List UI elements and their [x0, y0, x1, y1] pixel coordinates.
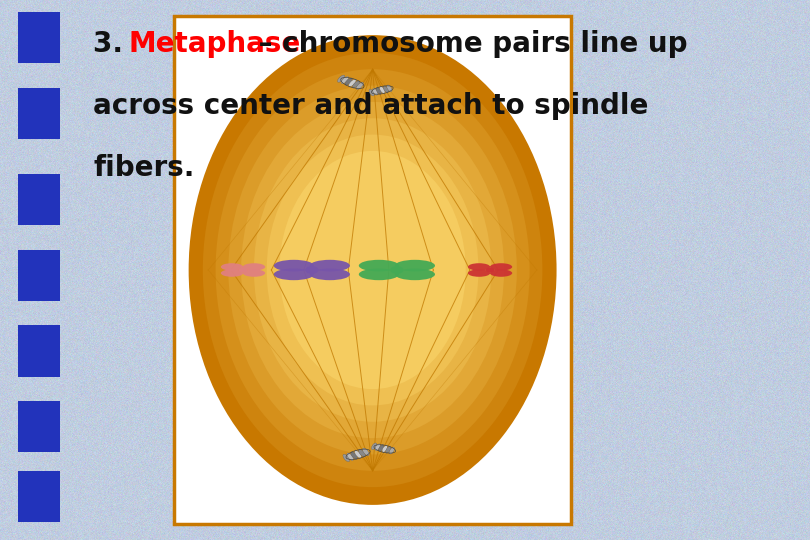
Ellipse shape [490, 263, 512, 271]
Bar [174, 16, 571, 524]
Ellipse shape [221, 269, 243, 277]
Ellipse shape [274, 260, 313, 272]
Ellipse shape [380, 87, 385, 93]
Ellipse shape [386, 447, 391, 453]
Ellipse shape [468, 269, 490, 277]
Ellipse shape [243, 269, 265, 277]
Ellipse shape [369, 89, 374, 96]
Ellipse shape [338, 75, 345, 82]
Ellipse shape [375, 444, 381, 450]
Ellipse shape [345, 78, 352, 85]
Ellipse shape [305, 266, 318, 274]
Text: – chromosome pairs line up: – chromosome pairs line up [249, 30, 687, 58]
Ellipse shape [356, 82, 364, 90]
Ellipse shape [351, 452, 357, 459]
Bar [18, 12, 60, 63]
Ellipse shape [274, 268, 313, 280]
Ellipse shape [363, 448, 369, 456]
Ellipse shape [359, 260, 399, 272]
Bar [18, 174, 60, 226]
Ellipse shape [241, 102, 504, 438]
Ellipse shape [359, 449, 365, 457]
Bar [18, 401, 60, 453]
Ellipse shape [352, 81, 360, 88]
Bar [18, 325, 60, 377]
Ellipse shape [228, 85, 517, 455]
Ellipse shape [254, 118, 492, 422]
Ellipse shape [395, 268, 435, 280]
Ellipse shape [221, 263, 243, 271]
Ellipse shape [395, 260, 435, 272]
Ellipse shape [372, 443, 377, 450]
Ellipse shape [490, 269, 512, 277]
Ellipse shape [341, 77, 348, 84]
Ellipse shape [348, 79, 356, 86]
Ellipse shape [389, 447, 394, 454]
Text: 3.: 3. [93, 30, 133, 58]
Ellipse shape [376, 87, 382, 94]
Text: fibers.: fibers. [93, 154, 194, 182]
Ellipse shape [202, 53, 543, 487]
Bar [18, 249, 60, 301]
Ellipse shape [190, 37, 555, 503]
Bar [18, 471, 60, 523]
Ellipse shape [310, 260, 350, 272]
Ellipse shape [373, 89, 378, 95]
Ellipse shape [215, 69, 530, 471]
Ellipse shape [243, 263, 265, 271]
Ellipse shape [238, 268, 247, 272]
Ellipse shape [343, 454, 350, 462]
Bar [18, 87, 60, 139]
Ellipse shape [390, 266, 403, 274]
Ellipse shape [359, 268, 399, 280]
Ellipse shape [386, 85, 392, 92]
Ellipse shape [355, 450, 361, 458]
Text: across center and attach to spindle: across center and attach to spindle [93, 92, 649, 120]
Text: Metaphase: Metaphase [129, 30, 301, 58]
Ellipse shape [266, 134, 479, 406]
Ellipse shape [468, 263, 490, 271]
Ellipse shape [383, 86, 389, 92]
Ellipse shape [310, 268, 350, 280]
Ellipse shape [486, 268, 494, 272]
Ellipse shape [279, 151, 466, 389]
Ellipse shape [382, 446, 387, 452]
Ellipse shape [378, 445, 384, 451]
Ellipse shape [347, 453, 353, 461]
